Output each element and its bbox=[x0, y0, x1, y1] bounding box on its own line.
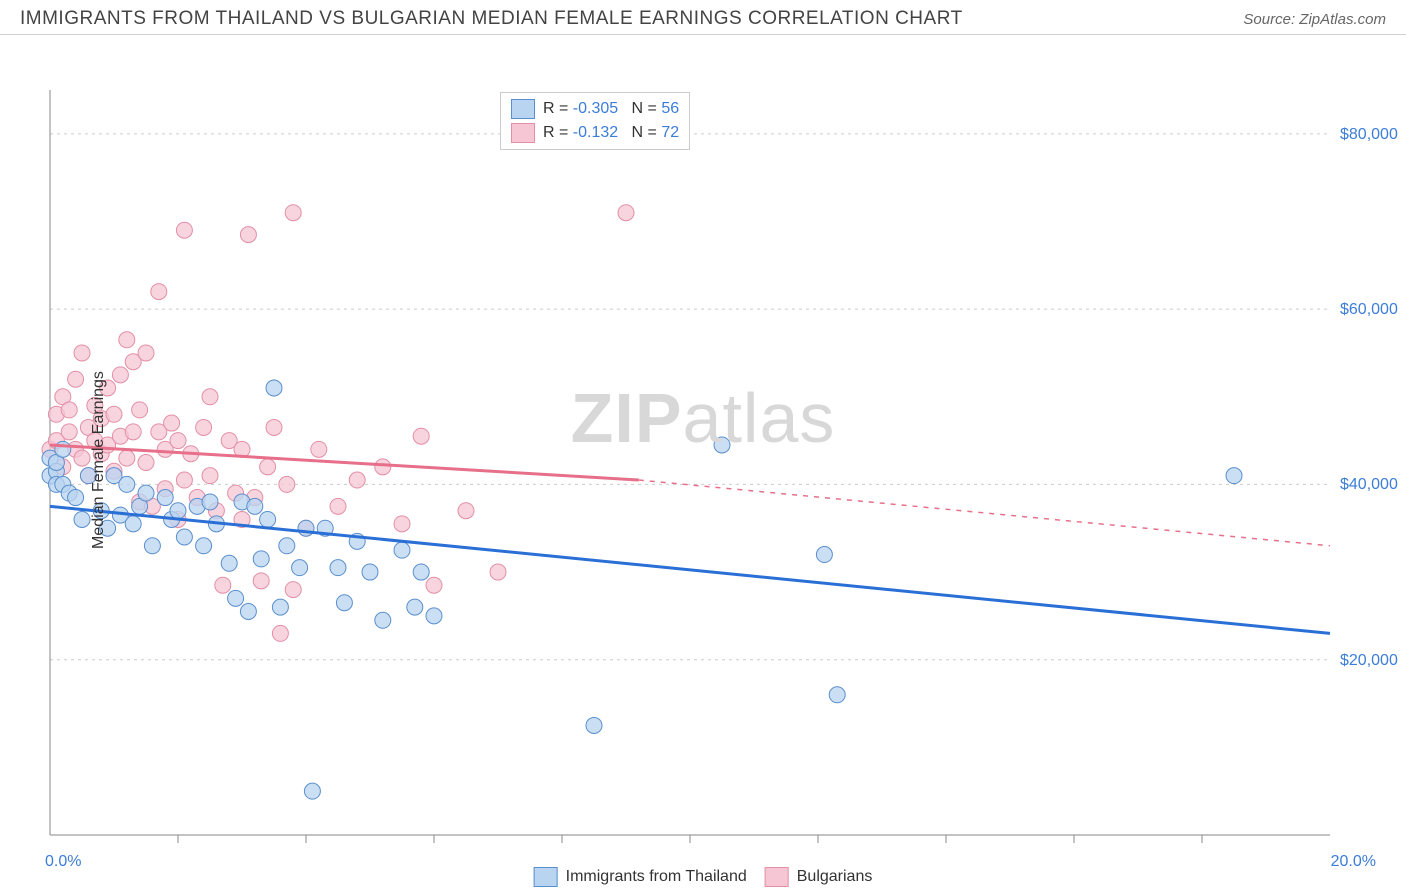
x-axis-end-label: 20.0% bbox=[1331, 853, 1376, 871]
legend-item: Bulgarians bbox=[765, 867, 873, 887]
y-tick-label: $40,000 bbox=[1340, 476, 1398, 494]
x-axis-start-label: 0.0% bbox=[45, 853, 81, 871]
legend-label: Bulgarians bbox=[797, 868, 873, 886]
series-swatch bbox=[511, 123, 535, 143]
source-name: ZipAtlas.com bbox=[1299, 11, 1386, 28]
series-legend: Immigrants from Thailand Bulgarians bbox=[534, 867, 873, 887]
scatter-plot-svg bbox=[0, 35, 1406, 885]
y-tick-label: $60,000 bbox=[1340, 301, 1398, 319]
chart-title: IMMIGRANTS FROM THAILAND VS BULGARIAN ME… bbox=[20, 8, 963, 30]
y-tick-label: $80,000 bbox=[1340, 126, 1398, 144]
series-swatch bbox=[534, 867, 558, 887]
source-attribution: Source: ZipAtlas.com bbox=[1243, 11, 1386, 28]
y-axis-label: Median Female Earnings bbox=[90, 371, 108, 549]
stats-row: R = -0.305 N = 56 bbox=[511, 97, 679, 121]
chart-area: Median Female Earnings ZIPatlas $20,000$… bbox=[0, 35, 1406, 885]
legend-label: Immigrants from Thailand bbox=[566, 868, 747, 886]
correlation-stats-box: R = -0.305 N = 56R = -0.132 N = 72 bbox=[500, 92, 690, 150]
stats-row: R = -0.132 N = 72 bbox=[511, 121, 679, 145]
y-tick-label: $20,000 bbox=[1340, 652, 1398, 670]
series-swatch bbox=[765, 867, 789, 887]
series-swatch bbox=[511, 99, 535, 119]
source-label: Source: bbox=[1243, 11, 1295, 28]
legend-item: Immigrants from Thailand bbox=[534, 867, 747, 887]
